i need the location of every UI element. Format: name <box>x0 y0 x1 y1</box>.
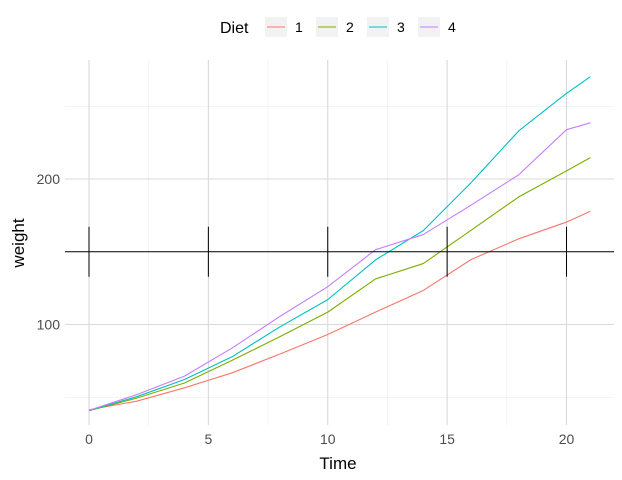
x-tick-label: 5 <box>204 431 212 447</box>
y-tick-label: 100 <box>37 317 61 333</box>
x-tick-label: 10 <box>320 431 336 447</box>
legend-label-diet-2: 2 <box>346 19 354 35</box>
series-line-diet-1 <box>88 210 591 411</box>
grid <box>65 60 614 425</box>
x-tick-label: 15 <box>439 431 455 447</box>
series-line-diet-3 <box>88 76 591 412</box>
y-tick-label: 200 <box>37 171 61 187</box>
series-line-diet-4 <box>88 122 591 411</box>
legend: Diet 1 2 3 4 <box>220 17 456 37</box>
series-line-diet-2 <box>88 157 591 412</box>
series-lines <box>88 76 591 412</box>
legend-title: Diet <box>220 20 249 37</box>
x-tick-label: 20 <box>559 431 575 447</box>
y-axis-title: weight <box>9 218 28 268</box>
x-axis-title: Time <box>319 454 356 473</box>
annotation <box>65 226 614 277</box>
x-tick-label: 0 <box>85 431 93 447</box>
legend-label-diet-4: 4 <box>448 19 456 35</box>
x-axis-ticks: 0 5 10 15 20 <box>85 431 574 447</box>
y-axis-ticks: 100 200 <box>37 171 61 333</box>
legend-label-diet-3: 3 <box>397 19 405 35</box>
legend-label-diet-1: 1 <box>295 19 303 35</box>
